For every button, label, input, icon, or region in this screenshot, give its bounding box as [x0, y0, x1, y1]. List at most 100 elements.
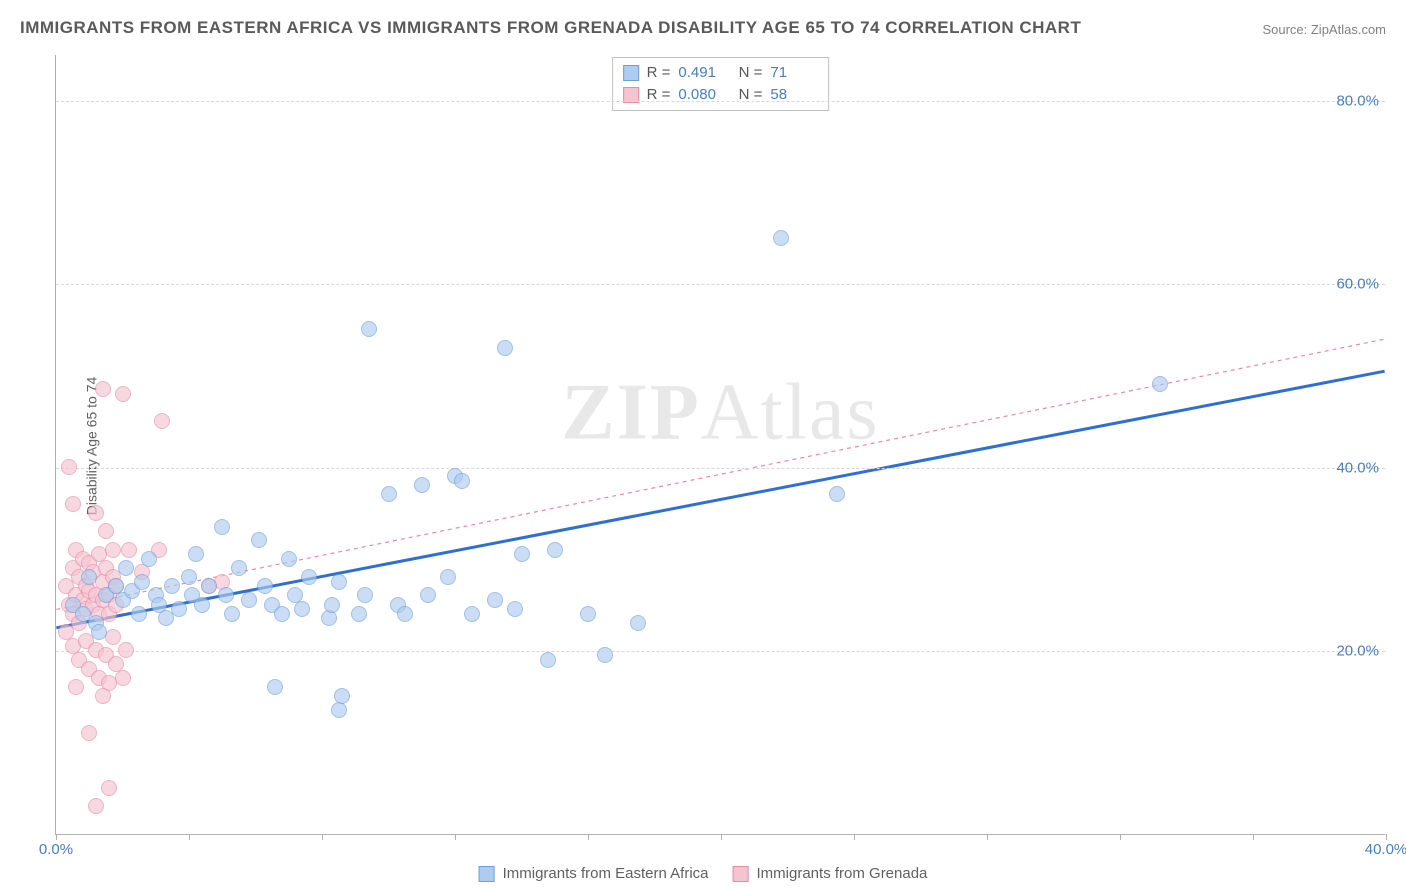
data-point	[420, 587, 436, 603]
data-point	[101, 780, 117, 796]
data-point	[105, 542, 121, 558]
data-point	[454, 473, 470, 489]
y-tick-label: 80.0%	[1336, 92, 1379, 109]
data-point	[414, 477, 430, 493]
trend-line	[56, 339, 1384, 609]
data-point	[514, 546, 530, 562]
stat-n-value: 71	[770, 62, 818, 84]
stat-r-value: 0.491	[678, 62, 726, 84]
data-point	[241, 592, 257, 608]
gridline	[56, 101, 1385, 102]
stat-n-label: N =	[734, 84, 762, 106]
data-point	[540, 652, 556, 668]
bottom-legend: Immigrants from Eastern Africa Immigrants…	[479, 865, 928, 882]
x-tick	[189, 834, 190, 840]
data-point	[321, 610, 337, 626]
legend-swatch	[479, 866, 495, 882]
data-point	[95, 688, 111, 704]
data-point	[154, 413, 170, 429]
data-point	[324, 597, 340, 613]
data-point	[547, 542, 563, 558]
data-point	[68, 679, 84, 695]
trend-line	[56, 371, 1384, 628]
x-tick	[721, 834, 722, 840]
data-point	[214, 519, 230, 535]
x-tick	[1386, 834, 1387, 840]
chart-title: IMMIGRANTS FROM EASTERN AFRICA VS IMMIGR…	[20, 18, 1081, 38]
data-point	[134, 574, 150, 590]
y-tick-label: 60.0%	[1336, 276, 1379, 293]
data-point	[257, 578, 273, 594]
trend-lines	[56, 55, 1385, 834]
data-point	[218, 587, 234, 603]
data-point	[630, 615, 646, 631]
legend-label: Immigrants from Grenada	[757, 865, 928, 882]
data-point	[361, 321, 377, 337]
data-point	[580, 606, 596, 622]
data-point	[181, 569, 197, 585]
gridline	[56, 651, 1385, 652]
data-point	[440, 569, 456, 585]
data-point	[121, 542, 137, 558]
data-point	[65, 496, 81, 512]
watermark: ZIPAtlas	[561, 368, 879, 459]
data-point	[507, 601, 523, 617]
data-point	[267, 679, 283, 695]
y-tick-label: 20.0%	[1336, 643, 1379, 660]
x-tick	[588, 834, 589, 840]
data-point	[231, 560, 247, 576]
y-tick-label: 40.0%	[1336, 459, 1379, 476]
data-point	[88, 798, 104, 814]
data-point	[224, 606, 240, 622]
data-point	[118, 560, 134, 576]
data-point	[351, 606, 367, 622]
gridline	[56, 468, 1385, 469]
data-point	[164, 578, 180, 594]
data-point	[201, 578, 217, 594]
stats-row: R =0.491 N =71	[623, 62, 819, 84]
data-point	[281, 551, 297, 567]
data-point	[773, 230, 789, 246]
data-point	[497, 340, 513, 356]
x-tick	[455, 834, 456, 840]
data-point	[274, 606, 290, 622]
stat-r-value: 0.080	[678, 84, 726, 106]
data-point	[115, 386, 131, 402]
stats-row: R =0.080 N =58	[623, 84, 819, 106]
data-point	[81, 569, 97, 585]
x-tick	[1120, 834, 1121, 840]
x-tick	[854, 834, 855, 840]
data-point	[188, 546, 204, 562]
data-point	[88, 505, 104, 521]
data-point	[91, 624, 107, 640]
data-point	[194, 597, 210, 613]
data-point	[331, 702, 347, 718]
data-point	[294, 601, 310, 617]
data-point	[98, 523, 114, 539]
x-tick-label: 0.0%	[39, 841, 73, 858]
data-point	[464, 606, 480, 622]
legend-swatch	[623, 65, 639, 81]
x-tick	[1253, 834, 1254, 840]
data-point	[829, 486, 845, 502]
data-point	[95, 381, 111, 397]
data-point	[131, 606, 147, 622]
x-tick	[987, 834, 988, 840]
legend-swatch	[733, 866, 749, 882]
legend-item: Immigrants from Eastern Africa	[479, 865, 709, 882]
data-point	[115, 670, 131, 686]
stat-r-label: R =	[647, 62, 671, 84]
data-point	[118, 642, 134, 658]
source-label: Source: ZipAtlas.com	[1262, 22, 1386, 37]
data-point	[1152, 376, 1168, 392]
gridline	[56, 284, 1385, 285]
legend-label: Immigrants from Eastern Africa	[503, 865, 709, 882]
data-point	[357, 587, 373, 603]
data-point	[141, 551, 157, 567]
x-tick-label: 40.0%	[1365, 841, 1406, 858]
data-point	[381, 486, 397, 502]
x-tick	[56, 834, 57, 840]
data-point	[251, 532, 267, 548]
data-point	[301, 569, 317, 585]
data-point	[331, 574, 347, 590]
